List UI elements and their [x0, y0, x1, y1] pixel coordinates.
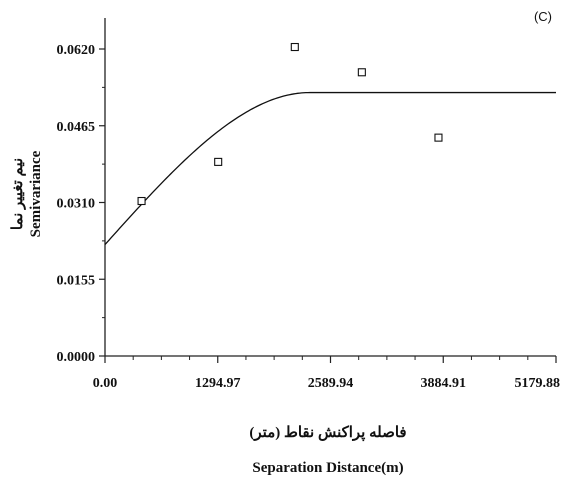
data-point: [214, 157, 223, 166]
y-tick-label: 0.0465: [57, 120, 96, 135]
data-point: [357, 68, 366, 77]
x-axis-title: Separation Distance(m): [252, 460, 403, 476]
y-tick-label: 0.0620: [57, 43, 96, 58]
x-tick-label: 0.00: [93, 376, 118, 391]
data-point: [137, 196, 146, 206]
model-curve: [104, 91, 556, 246]
y-axis-ticks: 0.0000 0.0155 0.0310 0.0465 0.0620: [57, 43, 105, 365]
data-point: [290, 42, 299, 52]
x-tick-label: 1294.97: [195, 376, 241, 391]
data-point: [434, 133, 443, 142]
y-axis-title-persian: نیم تغییر نما: [10, 158, 26, 230]
panel-label: (C): [534, 9, 552, 24]
x-tick-label: 5179.88: [515, 376, 561, 391]
model-curve-layer: [104, 91, 556, 246]
x-tick-label: 2589.94: [308, 376, 354, 391]
data-points-layer: [137, 42, 443, 206]
x-axis-ticks: 0.00 1294.97 2589.94 3884.91 5179.88: [93, 356, 560, 391]
x-tick-label: 3884.91: [421, 376, 467, 391]
x-axis-title-persian: فاصله پراکنش نقاط (متر): [249, 425, 406, 442]
y-axis-title: Semivariance: [28, 150, 44, 237]
y-tick-label: 0.0310: [57, 197, 96, 212]
y-tick-label: 0.0000: [57, 350, 96, 365]
y-tick-label: 0.0155: [57, 273, 96, 288]
